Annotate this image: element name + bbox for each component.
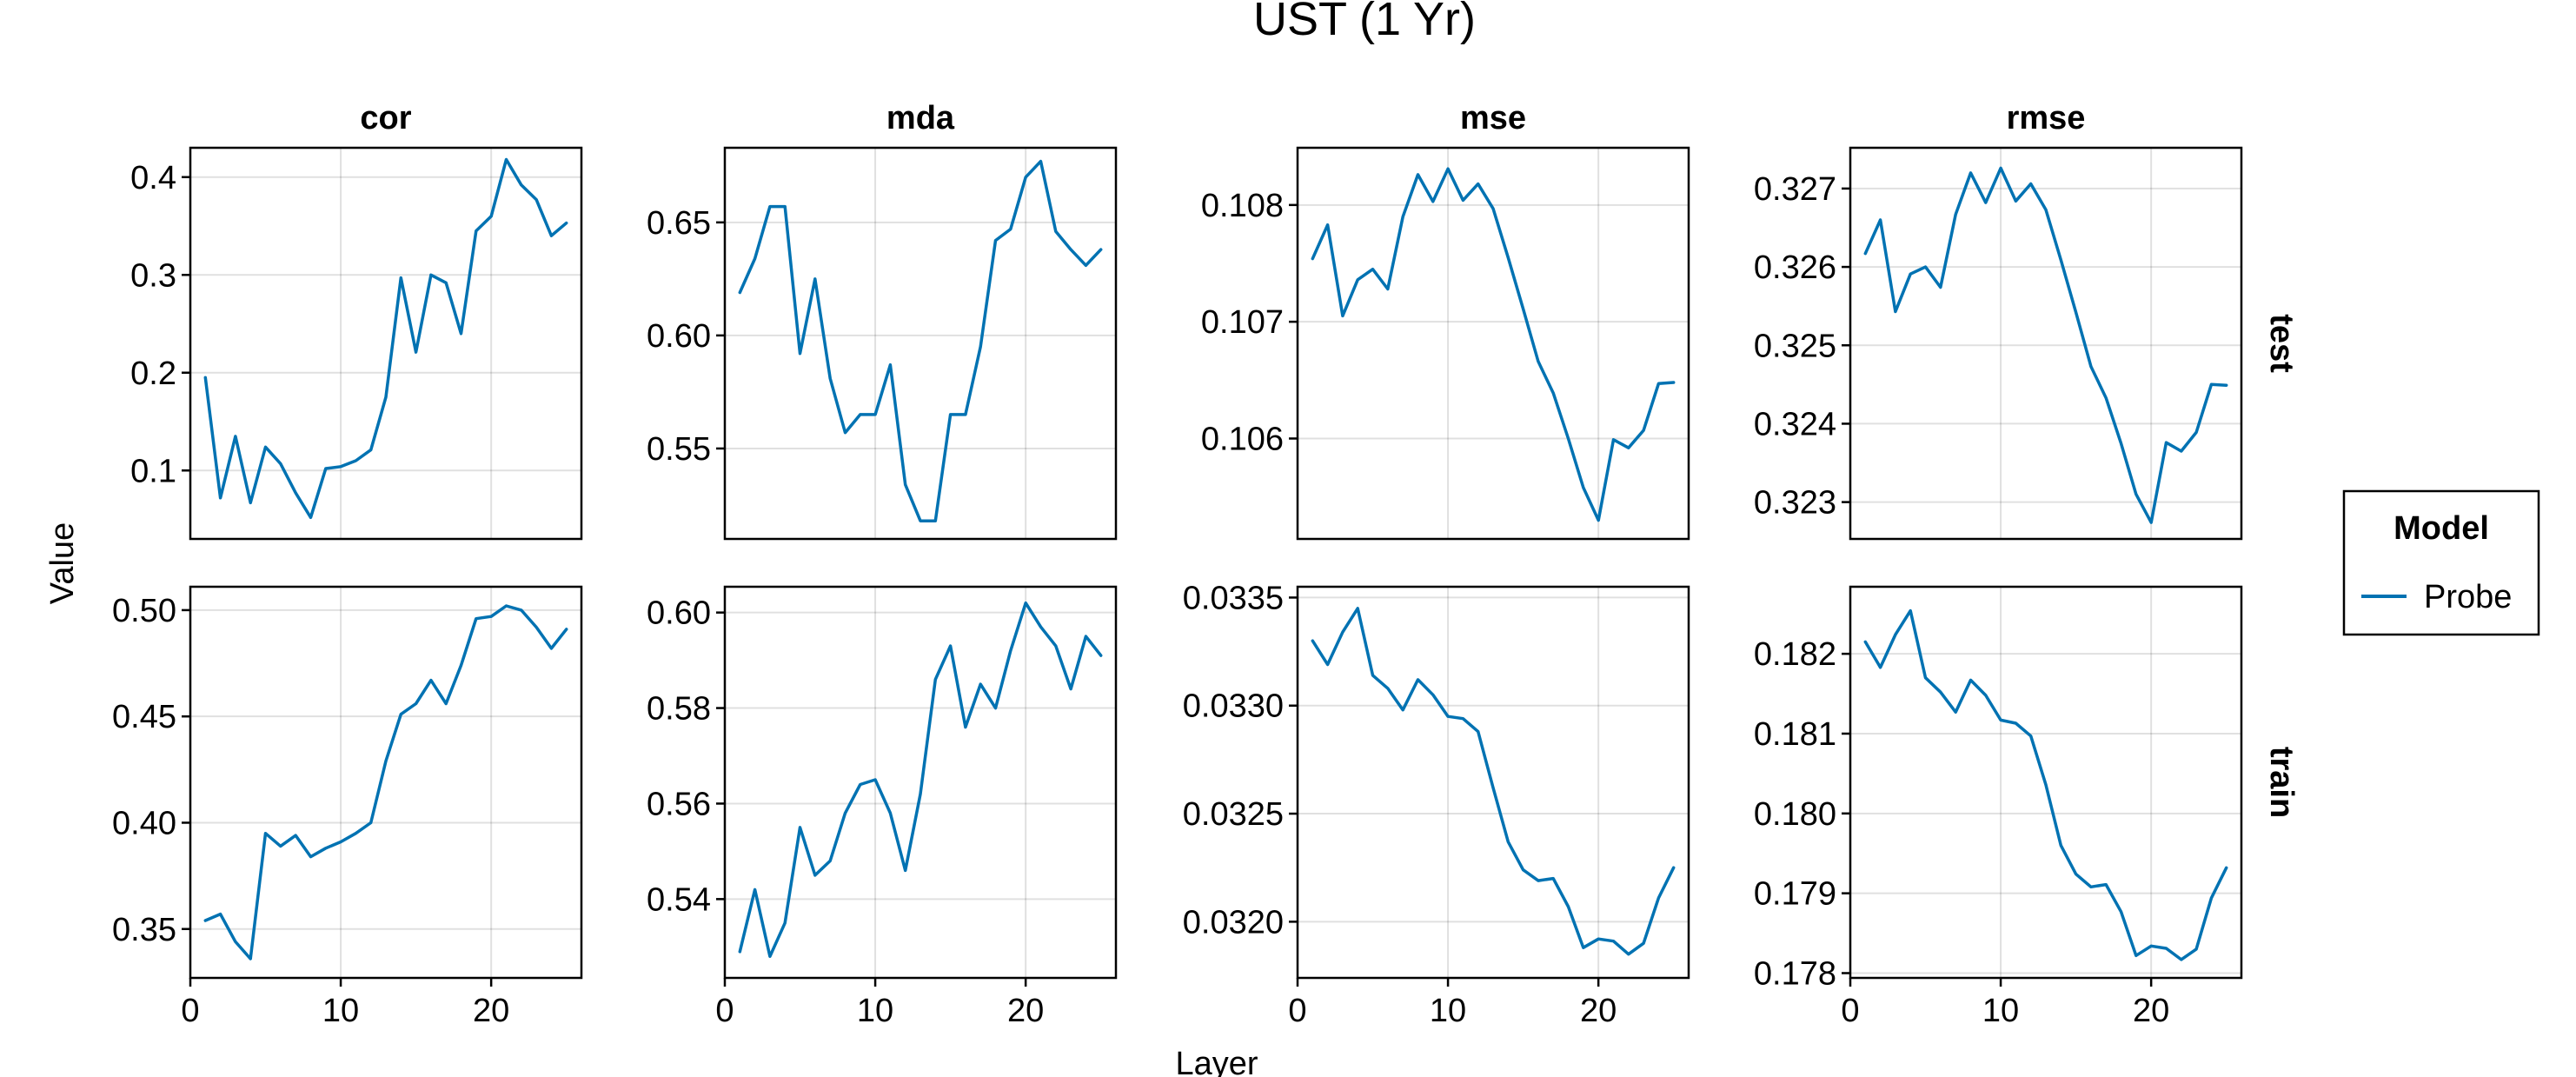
y-tick-label: 0.35 xyxy=(112,912,176,948)
y-tick-label: 0.182 xyxy=(1754,636,1836,673)
column-title-mse: mse xyxy=(1460,100,1526,136)
series-line-probe xyxy=(203,604,568,961)
series-line-probe xyxy=(738,159,1103,522)
y-tick-label: 0.60 xyxy=(647,318,711,355)
panel-frame xyxy=(189,585,583,980)
panel-frame xyxy=(189,146,583,541)
panel-cor-train: 0.35 0.40 0.45 0.50 0 10 20 xyxy=(112,585,583,1029)
y-tick-label: 0.107 xyxy=(1201,304,1284,341)
y-tick-label: 0.327 xyxy=(1754,171,1836,208)
y-tick-label: 0.108 xyxy=(1201,188,1284,224)
series-line-probe xyxy=(1311,607,1676,956)
legend-label-probe: Probe xyxy=(2424,579,2512,615)
y-tick-label: 0.0320 xyxy=(1183,904,1284,941)
legend-title: Model xyxy=(2393,510,2489,547)
panel-cor-test: 0.1 0.2 0.3 0.4 xyxy=(130,146,583,541)
y-tick-label: 0.178 xyxy=(1754,955,1836,992)
panel-grid: cor mda mse rmsetesttrain0.10.20.30.40.550.… xyxy=(112,100,2300,1029)
x-tick-label: 20 xyxy=(1007,993,1044,1029)
y-tick-label: 0.179 xyxy=(1754,876,1836,913)
column-title-cor: cor xyxy=(360,100,411,136)
y-tick-label: 0.326 xyxy=(1754,249,1836,286)
series-line-probe xyxy=(1863,166,2228,524)
panel-frame xyxy=(1296,146,1690,541)
x-tick-label: 0 xyxy=(1288,993,1306,1029)
x-tick-label: 0 xyxy=(715,993,734,1029)
x-tick-label: 20 xyxy=(473,993,509,1029)
x-tick-label: 10 xyxy=(1430,993,1466,1029)
y-tick-label: 0.0335 xyxy=(1183,580,1284,616)
y-tick-label: 0.40 xyxy=(112,805,176,841)
legend: Model Probe xyxy=(2342,489,2540,636)
panel-mse-train: 0.0320 0.0325 0.0330 0.0335 0 10 20 xyxy=(1183,580,1690,1029)
x-tick-label: 10 xyxy=(322,993,359,1029)
legend-box xyxy=(2342,489,2540,636)
column-title-rmse: rmse xyxy=(2007,100,2086,136)
y-tick-label: 0.54 xyxy=(647,881,711,918)
y-tick-label: 0.60 xyxy=(647,595,711,632)
x-tick-label: 10 xyxy=(1982,993,2019,1029)
y-tick-label: 0.324 xyxy=(1754,406,1836,442)
x-tick-label: 20 xyxy=(2133,993,2169,1029)
x-tick-label: 20 xyxy=(1580,993,1617,1029)
y-tick-label: 0.325 xyxy=(1754,328,1836,364)
column-title-mda: mda xyxy=(886,100,955,136)
y-tick-label: 0.45 xyxy=(112,699,176,735)
panel-mse-test: 0.106 0.107 0.108 xyxy=(1201,146,1690,541)
y-tick-label: 0.2 xyxy=(130,356,176,392)
panel-mda-test: 0.55 0.60 0.65 xyxy=(647,146,1118,541)
panel-frame xyxy=(1849,585,2243,980)
panel-frame xyxy=(1849,146,2243,541)
x-axis-label: Layer xyxy=(1175,1046,1258,1077)
y-tick-label: 0.4 xyxy=(130,160,176,196)
y-tick-label: 0.180 xyxy=(1754,796,1836,833)
row-title-test: test xyxy=(2263,314,2300,373)
panel-frame xyxy=(723,585,1118,980)
series-line-probe xyxy=(203,157,568,520)
y-tick-label: 0.0330 xyxy=(1183,688,1284,725)
series-line-probe xyxy=(1863,608,2228,961)
x-tick-label: 0 xyxy=(181,993,199,1029)
series-line-probe xyxy=(1311,167,1676,522)
panel-rmse-train: 0.178 0.179 0.180 0.181 0.182 0 10 20 xyxy=(1754,585,2243,1029)
y-tick-label: 0.56 xyxy=(647,786,711,822)
chart-title: UST (1 Yr) xyxy=(1253,0,1476,45)
x-tick-label: 10 xyxy=(857,993,893,1029)
panel-rmse-test: 0.323 0.324 0.325 0.326 0.327 xyxy=(1754,146,2243,541)
y-tick-label: 0.3 xyxy=(130,257,176,294)
y-tick-label: 0.0325 xyxy=(1183,796,1284,833)
y-tick-label: 0.1 xyxy=(130,453,176,489)
y-tick-label: 0.58 xyxy=(647,691,711,728)
series-line-probe xyxy=(738,601,1103,959)
y-tick-label: 0.65 xyxy=(647,205,711,242)
y-axis-label: Value xyxy=(44,522,81,604)
panel-frame xyxy=(723,146,1118,541)
panel-frame xyxy=(1296,585,1690,980)
y-tick-label: 0.323 xyxy=(1754,485,1836,522)
panel-mda-train: 0.54 0.56 0.58 0.60 0 10 20 xyxy=(647,585,1118,1029)
y-tick-label: 0.106 xyxy=(1201,421,1284,457)
row-title-train: train xyxy=(2263,747,2300,818)
y-tick-label: 0.50 xyxy=(112,593,176,629)
y-tick-label: 0.55 xyxy=(647,431,711,468)
x-tick-label: 0 xyxy=(1841,993,1859,1029)
y-tick-label: 0.181 xyxy=(1754,716,1836,753)
